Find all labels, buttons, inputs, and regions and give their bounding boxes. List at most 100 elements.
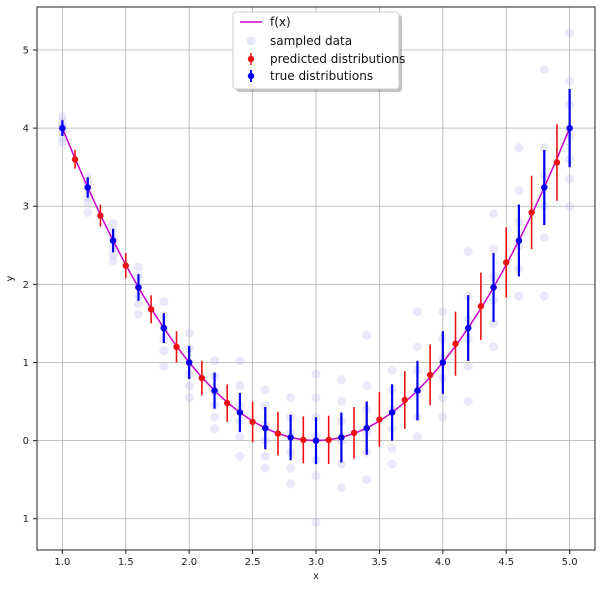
predicted-point bbox=[249, 418, 256, 426]
x-tick-label: 1.5 bbox=[118, 557, 134, 568]
sampled-point bbox=[412, 342, 422, 352]
sampled-point bbox=[311, 471, 321, 481]
sampled-point bbox=[362, 475, 372, 485]
sampled-point bbox=[565, 201, 575, 211]
sampled-point bbox=[565, 76, 575, 86]
x-tick-label: 2.5 bbox=[245, 557, 261, 568]
sampled-point bbox=[539, 143, 549, 153]
y-axis-ticks: 1 0 1 2 3 4 5 bbox=[23, 45, 37, 525]
predicted-point bbox=[528, 209, 535, 216]
true-point bbox=[59, 124, 66, 132]
y-tick-label: 3 bbox=[23, 202, 29, 213]
sampled-point bbox=[133, 299, 143, 309]
legend-fx-label: f(x) bbox=[270, 15, 291, 29]
sampled-point bbox=[184, 328, 194, 338]
true-point bbox=[109, 237, 117, 244]
sampled-point bbox=[387, 459, 397, 469]
sampled-point bbox=[514, 186, 524, 196]
true-point bbox=[566, 124, 573, 132]
sampled-point bbox=[489, 244, 499, 254]
predicted-point bbox=[452, 340, 459, 347]
predicted-point bbox=[553, 159, 561, 166]
predicted-point bbox=[198, 374, 206, 382]
true-point bbox=[541, 184, 548, 191]
y-tick-label: 4 bbox=[23, 124, 29, 135]
sampled-point bbox=[362, 381, 372, 391]
x-tick-label: 4.5 bbox=[498, 557, 514, 568]
true-point bbox=[262, 424, 269, 432]
sampled-point bbox=[565, 174, 575, 184]
sampled-point bbox=[235, 451, 245, 461]
legend-sampled-label: sampled data bbox=[270, 34, 352, 48]
x-axis-ticks: 1.0 1.5 2.0 2.5 3.0 3.5 4.0 4.5 5.0 bbox=[54, 550, 578, 568]
sampled-point bbox=[57, 137, 67, 147]
sampled-point bbox=[438, 393, 448, 403]
sampled-point bbox=[159, 297, 169, 307]
sampled-point bbox=[235, 356, 245, 366]
y-axis-label: y bbox=[5, 275, 16, 281]
sampled-point bbox=[362, 330, 372, 340]
true-point bbox=[515, 237, 523, 244]
y-tick-label: 0 bbox=[23, 436, 29, 447]
predicted-point bbox=[122, 262, 129, 269]
sampled-point bbox=[260, 451, 270, 461]
predicted-point bbox=[376, 416, 383, 423]
sampled-point bbox=[286, 479, 296, 489]
true-point bbox=[287, 434, 294, 441]
true-point bbox=[211, 387, 218, 394]
true-point bbox=[312, 437, 320, 444]
true-point bbox=[135, 284, 142, 291]
sampled-point bbox=[83, 172, 93, 182]
sampled-point bbox=[336, 482, 346, 492]
x-tick-label: 3.5 bbox=[371, 557, 387, 568]
sampled-point bbox=[83, 197, 93, 207]
true-point bbox=[338, 434, 345, 441]
sampled-point bbox=[260, 463, 270, 473]
sampled-point bbox=[387, 365, 397, 375]
sampled-point bbox=[463, 361, 473, 371]
y-tick-label: 5 bbox=[23, 45, 29, 56]
sampled-point bbox=[260, 400, 270, 410]
sampled-point bbox=[133, 262, 143, 272]
legend-box bbox=[232, 11, 400, 90]
sampled-point bbox=[438, 307, 448, 317]
sampled-point bbox=[286, 463, 296, 473]
sampled-point bbox=[108, 250, 118, 260]
sampled-point bbox=[286, 393, 296, 403]
sampled-point bbox=[489, 209, 499, 219]
true-point bbox=[414, 387, 421, 394]
y-tick-label: 2 bbox=[23, 280, 29, 291]
sampled-point bbox=[133, 309, 143, 319]
sampled-point bbox=[210, 356, 220, 366]
sampled-point bbox=[311, 393, 321, 403]
sampled-point bbox=[412, 432, 422, 442]
predicted-point bbox=[97, 212, 104, 219]
sampled-point bbox=[260, 385, 270, 395]
sampled-point bbox=[514, 143, 524, 153]
predicted-point bbox=[503, 259, 510, 266]
predicted-point bbox=[401, 396, 408, 404]
x-tick-label: 4.0 bbox=[435, 557, 451, 568]
legend-predicted-label: predicted distributions bbox=[270, 52, 405, 66]
true-point bbox=[490, 284, 497, 291]
sampled-point bbox=[539, 65, 549, 75]
sampled-point bbox=[235, 432, 245, 442]
x-axis-label: x bbox=[313, 571, 319, 582]
sampled-point bbox=[57, 111, 67, 121]
sampled-point bbox=[235, 381, 245, 391]
sampled-data-layer bbox=[57, 28, 575, 528]
legend-true-swatch bbox=[247, 72, 255, 80]
sampled-point bbox=[514, 291, 524, 301]
true-distributions-layer bbox=[59, 89, 573, 465]
sampled-point bbox=[184, 381, 194, 391]
sampled-point bbox=[336, 397, 346, 407]
sampled-point bbox=[565, 28, 575, 38]
sampled-point bbox=[489, 318, 499, 328]
predicted-point bbox=[325, 436, 332, 444]
sampled-point bbox=[184, 393, 194, 403]
sampled-point bbox=[463, 247, 473, 257]
true-point bbox=[388, 409, 396, 416]
legend-predicted-swatch bbox=[247, 55, 255, 63]
predicted-point bbox=[71, 156, 79, 163]
